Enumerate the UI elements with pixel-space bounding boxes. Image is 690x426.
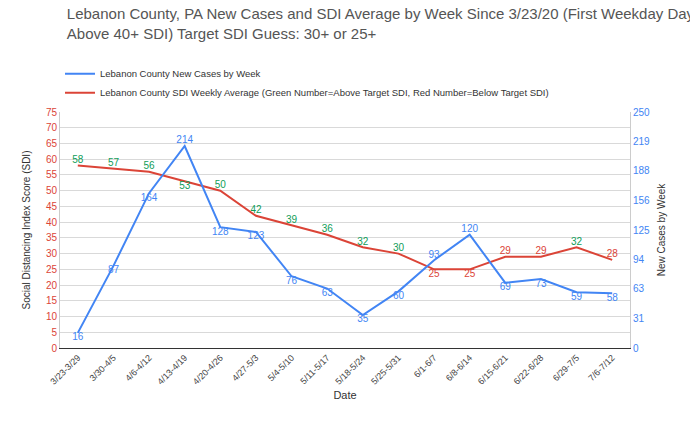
svg-text:29: 29 [500, 245, 512, 256]
svg-text:94: 94 [633, 254, 645, 265]
svg-text:214: 214 [176, 134, 193, 145]
svg-text:35: 35 [357, 313, 369, 324]
svg-text:4/27-5/3: 4/27-5/3 [230, 353, 260, 383]
svg-text:120: 120 [461, 223, 478, 234]
svg-text:3/30-4/5: 3/30-4/5 [88, 353, 118, 383]
svg-text:42: 42 [250, 204, 262, 215]
svg-text:5: 5 [51, 327, 57, 338]
svg-text:250: 250 [633, 107, 650, 118]
svg-text:63: 63 [322, 287, 334, 298]
svg-text:93: 93 [428, 249, 440, 260]
svg-text:6/29-7/5: 6/29-7/5 [551, 353, 581, 383]
svg-text:5/4-5/10: 5/4-5/10 [266, 353, 296, 383]
svg-text:5/11-5/17: 5/11-5/17 [298, 353, 331, 386]
svg-text:30: 30 [46, 248, 58, 259]
svg-text:New Cases by Week: New Cases by Week [656, 183, 667, 277]
svg-text:32: 32 [571, 236, 583, 247]
svg-text:58: 58 [72, 154, 84, 165]
svg-text:65: 65 [46, 138, 58, 149]
svg-text:39: 39 [286, 214, 298, 225]
svg-text:25: 25 [428, 268, 440, 279]
svg-text:128: 128 [212, 226, 229, 237]
svg-text:5/18-5/24: 5/18-5/24 [333, 353, 367, 387]
svg-text:10: 10 [46, 311, 58, 322]
svg-text:Lebanon County, PA New Cases a: Lebanon County, PA New Cases and SDI Ave… [67, 5, 690, 42]
svg-text:73: 73 [535, 278, 547, 289]
svg-text:50: 50 [215, 179, 227, 190]
svg-text:4/13-4/19: 4/13-4/19 [155, 353, 189, 387]
svg-text:30: 30 [393, 242, 405, 253]
svg-text:Lebanon County New Cases by We: Lebanon County New Cases by Week [100, 68, 261, 79]
svg-text:6/1-6/7: 6/1-6/7 [412, 353, 439, 380]
svg-text:35: 35 [46, 232, 58, 243]
svg-text:123: 123 [248, 230, 265, 241]
svg-text:87: 87 [108, 264, 120, 275]
svg-text:6/22-6/28: 6/22-6/28 [512, 353, 546, 387]
svg-text:15: 15 [46, 295, 58, 306]
svg-text:7/6-7/12: 7/6-7/12 [586, 353, 616, 383]
svg-text:Social Distancing Index Score: Social Distancing Index Score (SDI) [21, 151, 32, 310]
svg-text:Date: Date [333, 389, 356, 401]
svg-text:25: 25 [464, 268, 476, 279]
svg-text:4/20-4/26: 4/20-4/26 [191, 353, 225, 387]
svg-text:164: 164 [141, 192, 158, 203]
svg-text:4/6-4/12: 4/6-4/12 [123, 353, 153, 383]
svg-text:32: 32 [357, 236, 369, 247]
svg-text:156: 156 [633, 195, 650, 206]
svg-text:0: 0 [633, 343, 639, 354]
svg-text:6/15-6/21: 6/15-6/21 [476, 353, 510, 387]
svg-text:57: 57 [108, 157, 120, 168]
svg-text:40: 40 [46, 217, 58, 228]
svg-text:70: 70 [46, 122, 58, 133]
svg-text:56: 56 [143, 160, 155, 171]
svg-text:28: 28 [607, 248, 619, 259]
svg-text:69: 69 [500, 281, 512, 292]
svg-text:31: 31 [633, 313, 645, 324]
svg-text:6/8-6/14: 6/8-6/14 [444, 353, 474, 383]
svg-text:55: 55 [46, 169, 58, 180]
svg-text:60: 60 [46, 154, 58, 165]
svg-text:219: 219 [633, 136, 650, 147]
svg-text:125: 125 [633, 225, 650, 236]
svg-text:16: 16 [72, 331, 84, 342]
svg-text:188: 188 [633, 165, 650, 176]
svg-text:20: 20 [46, 280, 58, 291]
svg-text:29: 29 [535, 245, 547, 256]
svg-text:0: 0 [51, 343, 57, 354]
svg-text:50: 50 [46, 185, 58, 196]
svg-text:Lebanon County SDI Weekly Aver: Lebanon County SDI Weekly Average (Green… [100, 87, 549, 98]
svg-text:45: 45 [46, 201, 58, 212]
svg-text:36: 36 [322, 223, 334, 234]
svg-text:3/23-3/29: 3/23-3/29 [48, 353, 82, 387]
svg-text:59: 59 [571, 291, 583, 302]
svg-text:75: 75 [46, 107, 58, 118]
svg-text:53: 53 [179, 180, 191, 191]
svg-text:58: 58 [607, 292, 619, 303]
svg-text:76: 76 [286, 275, 298, 286]
svg-text:5/25-5/31: 5/25-5/31 [369, 353, 403, 387]
svg-text:60: 60 [393, 290, 405, 301]
svg-text:63: 63 [633, 283, 645, 294]
svg-text:25: 25 [46, 264, 58, 275]
